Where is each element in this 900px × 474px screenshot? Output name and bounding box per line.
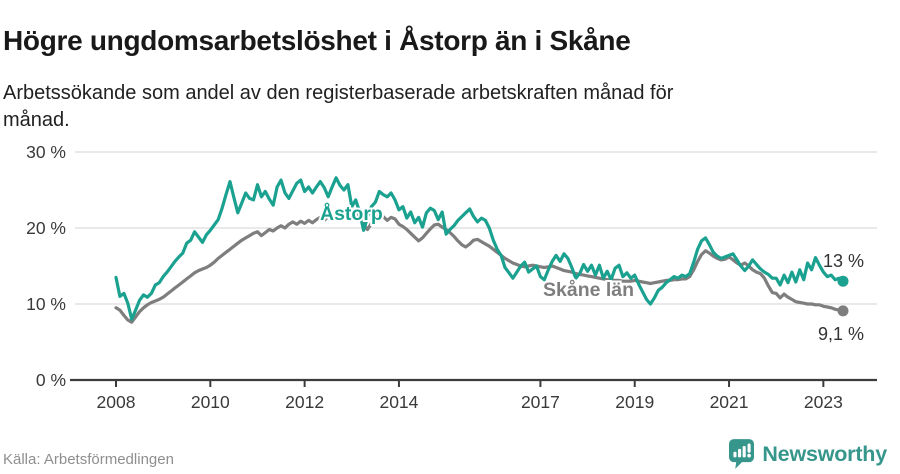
x-tick-label: 2012 — [285, 392, 324, 412]
y-tick-label: 30 % — [26, 142, 66, 162]
x-tick-label: 2021 — [710, 392, 749, 412]
x-tick-label: 2010 — [191, 392, 230, 412]
skane-line — [114, 208, 845, 324]
x-tick-label: 2014 — [379, 392, 418, 412]
skane-end-value-label: 9,1 % — [818, 324, 864, 344]
x-tick-label: 2023 — [804, 392, 843, 412]
y-tick-label: 0 % — [36, 370, 66, 390]
x-tick-label: 2008 — [97, 392, 136, 412]
chart-subtitle: Arbetssökande som andel av den registerb… — [3, 82, 674, 131]
unemployment-line-chart: 0 % 10 % 20 % 30 % 2008 2010 2012 2014 2017 2019 2… — [0, 132, 900, 444]
skane-end-dot — [837, 305, 849, 317]
skane-series-label: Skåne län — [543, 278, 634, 301]
astorp-line — [114, 176, 845, 321]
astorp-series-label: Åstorp — [320, 201, 383, 225]
x-tick-label: 2019 — [615, 392, 654, 412]
astorp-end-value-label: 13 % — [823, 251, 864, 271]
newsworthy-bubble-chart-icon — [729, 439, 755, 469]
y-tick-label: 20 % — [26, 218, 66, 238]
y-tick-label: 10 % — [26, 294, 66, 314]
newsworthy-logo[interactable]: Newsworthy — [729, 438, 887, 470]
source-credit: Källa: Arbetsförmedlingen — [3, 451, 174, 468]
page-title: Högre ungdomsarbetslöshet i Åstorp än i … — [3, 24, 631, 56]
newsworthy-wordmark: Newsworthy — [762, 441, 887, 466]
astorp-end-dot — [837, 275, 849, 287]
x-tick-label: 2017 — [521, 392, 560, 412]
